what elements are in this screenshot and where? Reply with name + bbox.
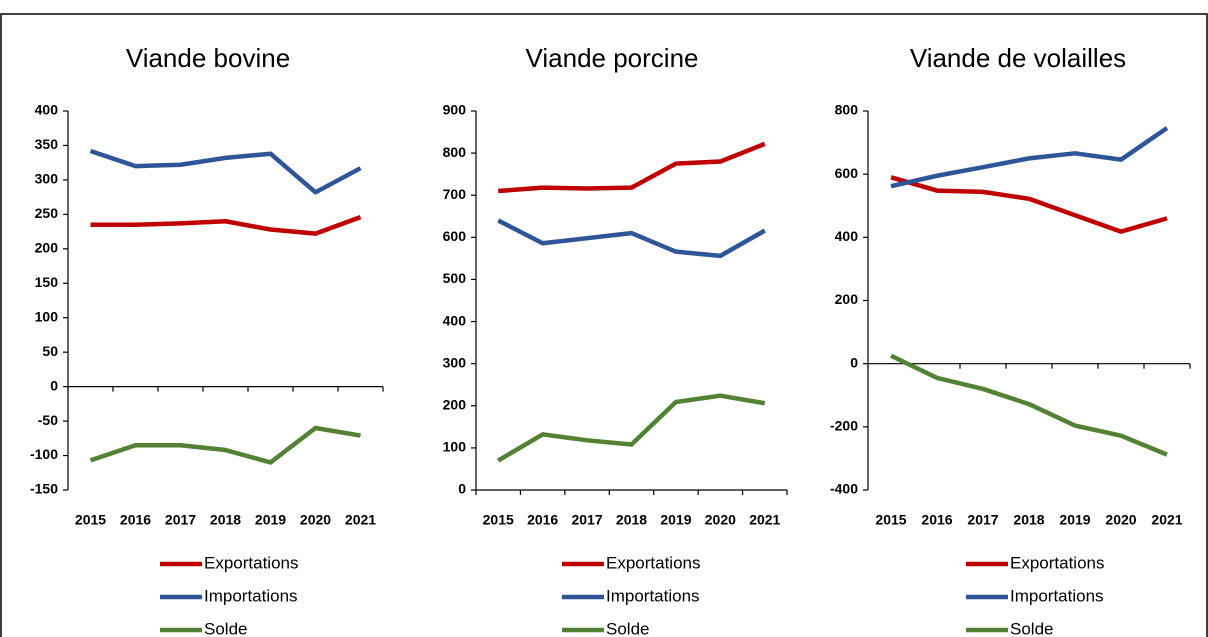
chart-title: Viande de volailles (910, 43, 1126, 73)
legend-label: Importations (606, 586, 700, 605)
legend-label: Solde (606, 619, 649, 637)
x-tick-label: 2019 (660, 512, 691, 528)
y-tick-label: 400 (835, 228, 859, 244)
x-tick-label: 2018 (1013, 512, 1044, 528)
y-tick-label: -100 (30, 446, 58, 462)
x-tick-label: 2019 (1059, 512, 1090, 528)
y-tick-label: 0 (458, 481, 466, 497)
series-line (890, 175, 1168, 234)
legend-label: Exportations (204, 553, 299, 572)
x-tick-label: 2018 (616, 512, 647, 528)
y-tick-label: -50 (38, 412, 58, 428)
y-tick-label: 100 (443, 439, 467, 455)
y-tick-label: 800 (443, 144, 467, 160)
x-tick-label: 2021 (345, 512, 376, 528)
legend-label: Exportations (1010, 553, 1105, 572)
series-line (89, 425, 361, 465)
x-tick-label: 2017 (967, 512, 998, 528)
x-tick-label: 2021 (749, 512, 780, 528)
y-tick-label: 100 (35, 308, 59, 324)
y-tick-label: 200 (835, 291, 859, 307)
y-tick-label: 200 (35, 240, 59, 256)
y-tick-label: 0 (50, 377, 58, 393)
y-tick-label: 800 (835, 102, 859, 118)
y-tick-label: 50 (42, 343, 58, 359)
series-line (890, 353, 1168, 457)
legend-label: Importations (1010, 586, 1104, 605)
y-tick-label: 900 (443, 102, 467, 118)
chart-title: Viande porcine (526, 43, 699, 73)
frame (0, 13, 1208, 637)
y-tick-label: -400 (830, 481, 858, 497)
series-line (89, 148, 362, 195)
x-tick-label: 2015 (875, 512, 906, 528)
y-tick-label: -200 (830, 418, 858, 434)
legend-label: Importations (204, 586, 298, 605)
y-tick-label: 400 (35, 102, 59, 118)
y-tick-label: 350 (35, 136, 59, 152)
x-tick-label: 2021 (1151, 512, 1182, 528)
y-tick-label: 400 (443, 312, 467, 328)
legend-label: Solde (204, 619, 247, 637)
series-line (497, 218, 766, 259)
legend-label: Solde (1010, 619, 1053, 637)
y-tick-label: 200 (443, 396, 467, 412)
x-tick-label: 2016 (120, 512, 151, 528)
x-tick-label: 2017 (165, 512, 196, 528)
x-tick-label: 2020 (300, 512, 331, 528)
y-tick-label: 300 (35, 171, 59, 187)
y-tick-label: 300 (443, 354, 467, 370)
x-tick-label: 2020 (1105, 512, 1136, 528)
legend-label: Exportations (606, 553, 701, 572)
x-tick-label: 2016 (527, 512, 558, 528)
y-tick-label: 600 (835, 165, 859, 181)
x-tick-label: 2015 (75, 512, 106, 528)
y-tick-label: 600 (443, 228, 467, 244)
x-tick-label: 2020 (705, 512, 736, 528)
x-tick-label: 2019 (255, 512, 286, 528)
series-line (890, 126, 1169, 189)
x-tick-label: 2016 (921, 512, 952, 528)
series-line (498, 141, 766, 194)
series-line (497, 393, 766, 463)
series-line (90, 215, 362, 236)
y-tick-label: 700 (443, 186, 467, 202)
y-tick-label: 150 (35, 274, 59, 290)
x-tick-label: 2018 (210, 512, 241, 528)
y-tick-label: 500 (443, 270, 467, 286)
y-tick-label: 0 (850, 354, 858, 370)
x-tick-label: 2015 (483, 512, 514, 528)
chart-title: Viande bovine (126, 43, 290, 73)
y-tick-label: 250 (35, 205, 59, 221)
y-tick-label: -150 (30, 481, 58, 497)
x-tick-label: 2017 (571, 512, 602, 528)
